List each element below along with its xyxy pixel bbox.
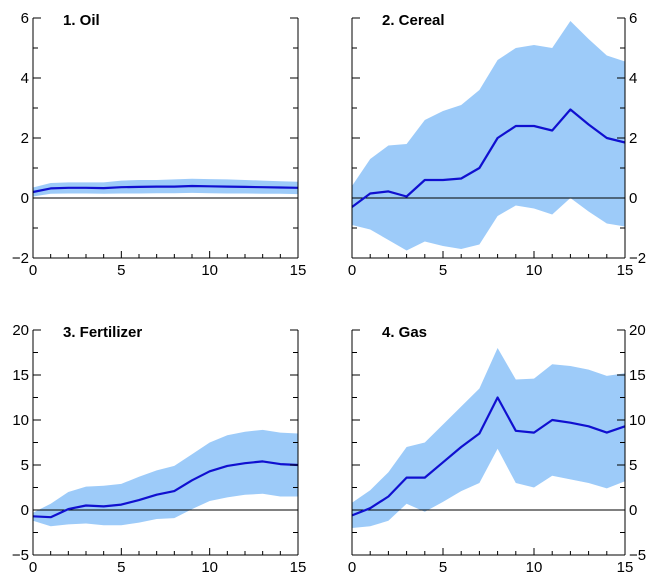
y-tick-label: −2 [629,250,646,267]
y-tick-label: 6 [21,10,29,27]
panel-4: −5 0 5 10 15 20 0 5 10 15 4. Gas [348,322,646,576]
y-tick-label: 20 [12,322,29,339]
x-tick-label: 5 [117,262,125,279]
y-tick-label: 6 [629,10,637,27]
confidence-band [352,348,625,528]
y-tick-label: 0 [629,502,637,519]
y-tick-label: 4 [629,70,637,87]
y-tick-label: 20 [629,322,646,339]
x-tick-label: 0 [29,262,37,279]
y-tick-label: 0 [21,190,29,207]
y-tick-label: 4 [21,70,29,87]
x-tick-label: 15 [617,262,634,279]
panel-title: 3. Fertilizer [63,324,142,341]
x-tick-label: 15 [617,559,634,576]
panel-title: 2. Cereal [382,12,445,29]
median-response-line [32,184,299,194]
median-response-line [351,396,626,517]
x-tick-label: 0 [29,559,37,576]
y-tick-label: 10 [12,412,29,429]
x-tick-label: 10 [201,262,218,279]
median-response-line [32,460,299,519]
x-tick-label: 15 [290,262,307,279]
x-tick-label: 10 [201,559,218,576]
y-tick-label: −2 [12,250,29,267]
y-tick-label: 5 [629,457,637,474]
x-tick-label: 0 [348,559,356,576]
x-tick-label: 0 [348,262,356,279]
y-tick-label: 15 [629,367,646,384]
y-tick-label: 2 [21,130,29,147]
y-tick-label: 15 [12,367,29,384]
x-tick-label: 15 [290,559,307,576]
x-tick-label: 10 [526,559,543,576]
y-tick-label: 2 [629,130,637,147]
y-tick-label: 5 [21,457,29,474]
x-tick-label: 5 [439,559,447,576]
y-tick-label: −5 [12,547,29,564]
x-tick-label: 10 [526,262,543,279]
panel-title: 4. Gas [382,324,427,341]
y-tick-label: −5 [629,547,646,564]
confidence-band [33,429,298,527]
x-tick-label: 5 [117,559,125,576]
y-tick-label: 0 [21,502,29,519]
panel-2: −2 0 2 4 6 0 5 10 15 2. Cereal [348,10,646,279]
confidence-band [352,21,625,251]
panel-title: 1. Oil [63,12,100,29]
y-tick-label: 0 [629,190,637,207]
x-tick-label: 5 [439,262,447,279]
y-tick-label: 10 [629,412,646,429]
median-response-line [351,108,626,208]
